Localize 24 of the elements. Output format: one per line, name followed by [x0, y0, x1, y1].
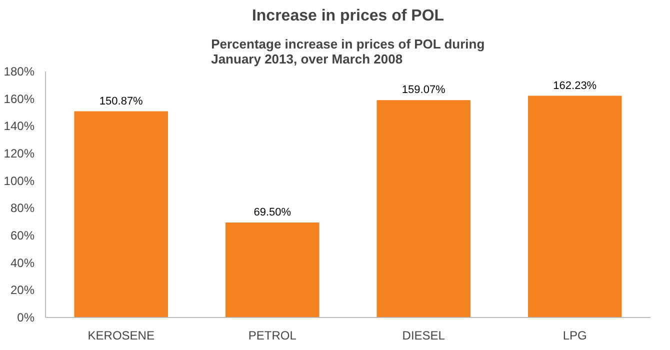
x-tick-label: KEROSENE [88, 328, 154, 342]
bar [376, 100, 471, 318]
bar [74, 111, 168, 318]
y-tick-label: 140% [4, 119, 35, 134]
data-label: 150.87% [99, 95, 144, 108]
y-tick-label: 160% [4, 92, 35, 106]
chart-subtitle: Percentage increase in prices of POL during January 2013, over March 2008 [211, 36, 485, 66]
x-tick-label: LPG [562, 328, 587, 342]
y-tick-label: 80% [10, 201, 35, 216]
x-tick-label: PETROL [248, 328, 297, 342]
chart-title: Increase in prices of POL [252, 8, 444, 24]
data-label: 69.50% [254, 206, 292, 219]
y-tick-label: 40% [10, 256, 35, 270]
y-tick-label: 0% [17, 310, 35, 324]
bar [225, 222, 320, 318]
y-tick-label: 60% [10, 228, 35, 242]
bar [528, 96, 622, 318]
y-tick-label: 20% [10, 283, 35, 298]
y-tick-label: 180% [4, 64, 35, 78]
x-tick-label: DIESEL [402, 328, 446, 342]
data-label: 159.07% [402, 84, 446, 96]
data-label: 162.23% [553, 80, 597, 92]
y-tick-label: 120% [4, 146, 35, 160]
y-tick-label: 100% [4, 174, 35, 188]
